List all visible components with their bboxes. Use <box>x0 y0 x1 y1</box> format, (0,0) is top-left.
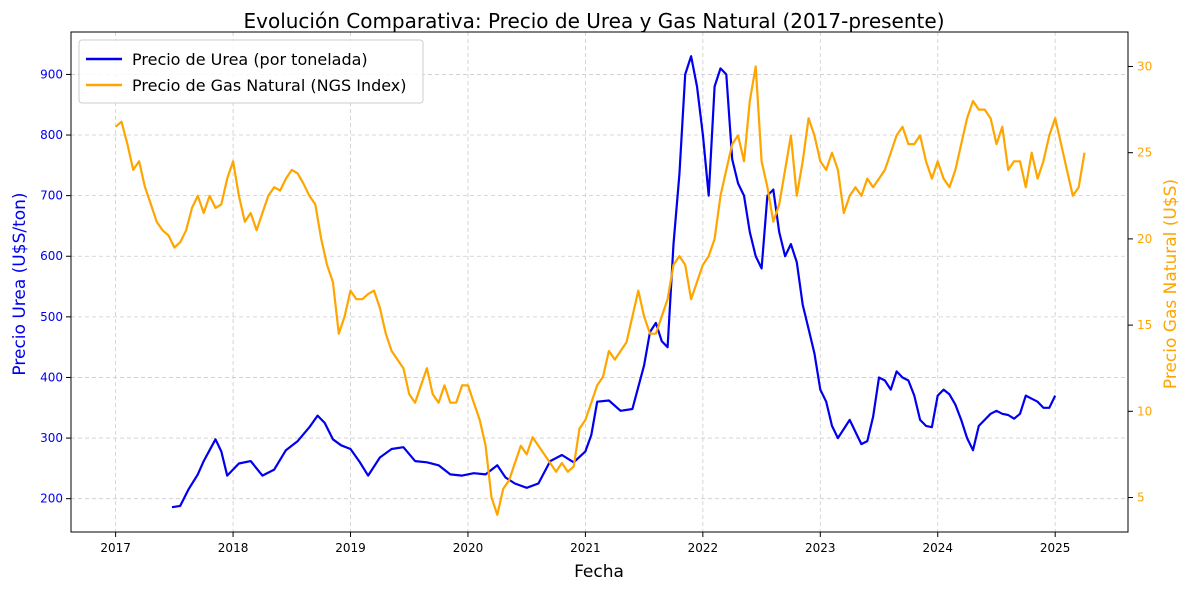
y-left-tick-label: 700 <box>40 189 63 203</box>
x-tick-label: 2018 <box>218 541 249 555</box>
x-tick-label: 2022 <box>688 541 719 555</box>
y-right-tick-label: 5 <box>1137 491 1145 505</box>
y-right-tick-label: 30 <box>1137 59 1152 73</box>
x-axis-label: Fecha <box>574 562 624 582</box>
legend: Precio de Urea (por tonelada) Precio de … <box>78 39 424 104</box>
y-right-tick-label: 20 <box>1137 232 1152 246</box>
y-axis-left-label: Precio Urea (U$S/ton) <box>10 192 30 375</box>
x-tick-label: 2025 <box>1040 541 1071 555</box>
x-tick-label: 2021 <box>570 541 601 555</box>
x-tick-label: 2017 <box>100 541 131 555</box>
y-left-tick-label: 300 <box>40 431 63 445</box>
legend-box <box>78 39 424 104</box>
y-left-tick-label: 900 <box>40 67 63 81</box>
y-left-tick-label: 500 <box>40 310 63 324</box>
x-tick-label: 2020 <box>453 541 484 555</box>
tick-layer: 2017 2018 2019 2020 2021 2022 2023 2024 20252003… <box>40 59 1152 555</box>
x-tick-label: 2023 <box>805 541 836 555</box>
x-tick-label: 2019 <box>335 541 366 555</box>
y-left-tick-label: 200 <box>40 492 63 506</box>
x-tick-label: 2024 <box>922 541 953 555</box>
y-right-tick-label: 25 <box>1137 146 1152 160</box>
legend-label-gas: Precio de Gas Natural (NGS Index) <box>132 76 407 95</box>
y-right-tick-label: 15 <box>1137 318 1152 332</box>
y-left-tick-label: 400 <box>40 370 63 384</box>
plot-frame <box>70 31 1129 533</box>
series-line-urea <box>171 55 1057 509</box>
y-left-tick-label: 600 <box>40 249 63 263</box>
y-right-tick-label: 10 <box>1137 404 1152 418</box>
chart-title: Evolución Comparativa: Precio de Urea y … <box>243 9 944 33</box>
legend-label-urea: Precio de Urea (por tonelada) <box>132 50 368 69</box>
series-line-gas <box>114 65 1086 516</box>
y-axis-right-label: Precio Gas Natural (U$S) <box>1161 179 1181 389</box>
series-layer <box>114 55 1086 516</box>
y-left-tick-label: 800 <box>40 128 63 142</box>
